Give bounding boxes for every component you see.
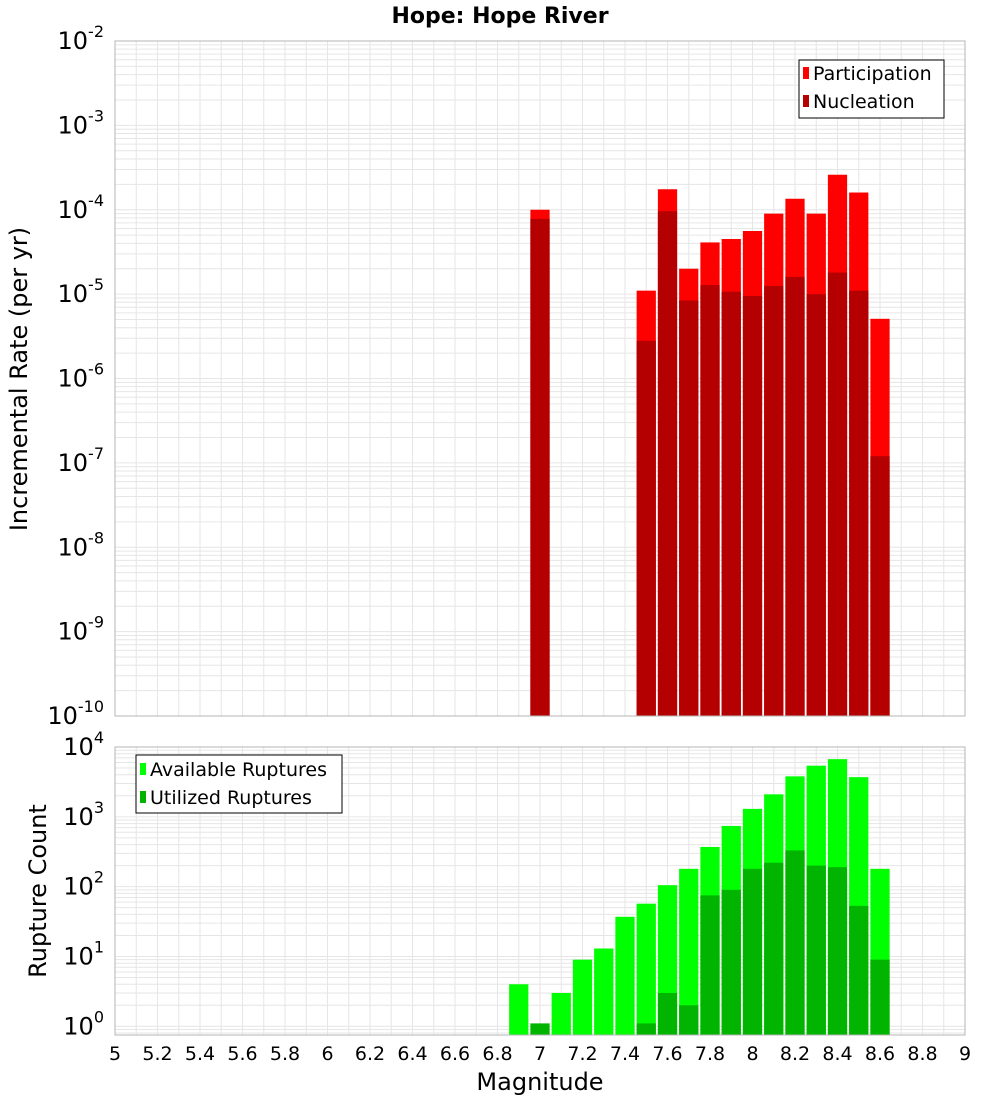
available-ruptures-bar [594, 948, 614, 1035]
rate-y-tick-label: 10-5 [58, 275, 105, 308]
count-y-ticks: 100 101 102 103 104 [63, 728, 104, 1040]
rate-panel: 10-10 10-9 10-8 10-7 10-6 10-5 10-4 10-3 10-2 In… [5, 22, 966, 730]
x-tick-label: 6.8 [482, 1043, 512, 1065]
x-tick-label: 7.8 [695, 1043, 725, 1065]
x-tick-label: 9 [959, 1043, 971, 1065]
utilized-ruptures-bar [806, 865, 826, 1035]
count-y-tick-label: 104 [63, 728, 104, 761]
utilized-ruptures-bar [657, 992, 678, 1035]
x-tick-label: 8.8 [907, 1043, 937, 1065]
x-tick-label: 6.2 [355, 1043, 385, 1065]
x-tick-label: 8 [746, 1043, 758, 1065]
utilized-ruptures-bar [530, 1023, 550, 1035]
count-plot-frame [114, 746, 966, 1036]
count-y-tick-label: 103 [63, 798, 104, 831]
nucleation-legend-swatch [803, 95, 809, 107]
x-tick-label: 5.4 [185, 1043, 215, 1065]
nucleation-bar [657, 211, 678, 717]
utilized-ruptures-bar [636, 1023, 656, 1035]
x-tick-label: 8.4 [822, 1043, 852, 1065]
utilized-ruptures-bar [870, 959, 890, 1035]
available-ruptures-bar [509, 984, 529, 1035]
available-ruptures-bar [572, 959, 593, 1035]
nucleation-bar [870, 456, 890, 716]
x-tick-label: 8.6 [865, 1043, 895, 1065]
x-tick-label: 7.4 [610, 1043, 640, 1065]
count-y-tick-label: 102 [63, 868, 104, 901]
x-tick-label: 6 [321, 1043, 333, 1065]
available-ruptures-bar [551, 992, 571, 1035]
rate-bars [530, 174, 890, 717]
nucleation-bar [721, 291, 741, 716]
utilized-ruptures-bar [721, 889, 741, 1035]
count-bars [509, 759, 890, 1035]
utilized-legend-swatch [140, 791, 146, 803]
count-y-axis-label: Rupture Count [24, 804, 52, 978]
utilized-legend-label: Utilized Ruptures [150, 787, 312, 809]
rate-y-tick-label: 10-8 [58, 528, 105, 561]
x-tick-label: 7.2 [567, 1043, 597, 1065]
x-tick-label: 6.6 [440, 1043, 470, 1065]
utilized-ruptures-bar [785, 850, 805, 1035]
utilized-ruptures-bar [679, 1005, 699, 1035]
x-tick-label: 8.2 [780, 1043, 810, 1065]
nucleation-bar [764, 285, 784, 716]
count-y-tick-label: 100 [63, 1007, 104, 1040]
available-legend-label: Available Ruptures [150, 759, 327, 781]
x-tick-label: 5.6 [227, 1043, 257, 1065]
nucleation-bar [636, 340, 656, 716]
available-legend-swatch [140, 763, 146, 775]
nucleation-bar [700, 285, 720, 716]
participation-legend-label: Participation [813, 63, 932, 85]
rate-y-tick-label: 10-2 [58, 22, 105, 55]
nucleation-bar [742, 296, 763, 716]
rate-y-tick-label: 10-4 [58, 191, 105, 224]
utilized-ruptures-bar [700, 895, 720, 1035]
rate-y-tick-label: 10-3 [58, 106, 105, 139]
rate-y-tick-label: 10-7 [58, 444, 105, 477]
rate-y-tick-label: 10-6 [58, 360, 105, 393]
participation-legend-swatch [803, 67, 809, 79]
rate-y-tick-label: 10-9 [58, 613, 105, 646]
x-tick-label: 5 [109, 1043, 121, 1065]
rate-y-ticks: 10-10 10-9 10-8 10-7 10-6 10-5 10-4 10-3 10-2 [47, 22, 104, 730]
x-tick-label: 7 [534, 1043, 546, 1065]
x-ticks: 5 5.2 5.4 5.6 5.8 6 6.2 6.4 6.6 6.8 7 7.2 7.4 7.6 7.8 8… [109, 1043, 971, 1065]
utilized-ruptures-bar [827, 867, 848, 1035]
count-legend: Available Ruptures Utilized Ruptures [135, 754, 343, 814]
rate-legend: Participation Nucleation [798, 59, 945, 119]
x-axis-label: Magnitude [476, 1068, 603, 1096]
count-panel: 100 101 102 103 104 5 5.2 5.4 5.6 5.8 6 6.2 6.4 6.6 6… [24, 728, 971, 1096]
x-tick-label: 7.6 [652, 1043, 682, 1065]
available-ruptures-bar [636, 903, 656, 1035]
rate-legend-box [798, 59, 945, 119]
count-legend-box [135, 754, 343, 814]
chart-title: Hope: Hope River [391, 4, 608, 29]
count-y-tick-label: 101 [63, 937, 104, 970]
nucleation-bar [827, 272, 848, 716]
nucleation-bar [785, 276, 805, 716]
available-ruptures-bar [679, 868, 699, 1035]
nucleation-legend-label: Nucleation [813, 91, 915, 113]
nucleation-bar [849, 290, 869, 716]
rate-y-axis-label: Incremental Rate (per yr) [5, 227, 33, 531]
nucleation-bar [679, 300, 699, 716]
nucleation-bar [530, 218, 550, 716]
available-ruptures-bar [615, 916, 635, 1035]
x-tick-label: 5.2 [142, 1043, 172, 1065]
utilized-ruptures-bar [764, 862, 784, 1035]
x-tick-label: 6.4 [397, 1043, 427, 1065]
x-tick-label: 5.8 [270, 1043, 300, 1065]
nucleation-bar [806, 294, 826, 716]
rate-y-tick-label: 10-10 [47, 697, 104, 730]
rate-plot-frame [114, 40, 966, 717]
utilized-ruptures-bar [849, 905, 869, 1035]
utilized-ruptures-bar [742, 868, 763, 1035]
